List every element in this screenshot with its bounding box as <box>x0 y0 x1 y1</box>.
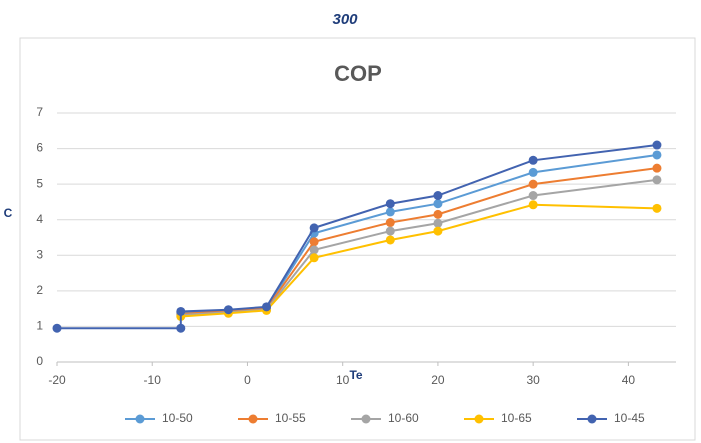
data-point <box>433 199 443 209</box>
legend-marker <box>474 414 484 424</box>
data-point <box>528 155 538 165</box>
data-point <box>385 207 395 217</box>
y-tick-label: 7 <box>36 105 43 119</box>
data-point <box>385 199 395 209</box>
data-point <box>309 253 319 263</box>
data-point <box>528 167 538 177</box>
data-point <box>433 209 443 219</box>
data-point <box>652 163 662 173</box>
series-line <box>180 178 658 317</box>
data-point <box>385 235 395 245</box>
data-point <box>528 200 538 210</box>
legend-label: 10-45 <box>614 411 645 425</box>
x-tick-label: 20 <box>431 373 445 387</box>
data-point <box>433 226 443 236</box>
data-point <box>309 237 319 247</box>
data-point <box>309 245 319 255</box>
x-tick-label: -10 <box>144 373 162 387</box>
x-axis-label: Te <box>349 368 362 382</box>
y-tick-label: 3 <box>36 247 43 261</box>
x-tick-label: 40 <box>622 373 636 387</box>
data-point <box>433 191 443 201</box>
data-point <box>52 323 62 333</box>
x-tick-label: -20 <box>48 373 66 387</box>
chart-title: COP <box>334 61 382 86</box>
data-point <box>385 218 395 228</box>
series-line <box>57 144 658 330</box>
data-point <box>528 191 538 201</box>
data-point <box>652 203 662 213</box>
data-point <box>528 179 538 189</box>
legend-label: 10-50 <box>162 411 193 425</box>
series-line <box>180 203 657 318</box>
y-tick-label: 6 <box>36 141 43 155</box>
data-point <box>262 302 272 312</box>
y-tick-label: 1 <box>36 319 43 333</box>
legend-label: 10-55 <box>275 411 306 425</box>
data-point <box>223 305 233 315</box>
data-point <box>652 140 662 150</box>
legend-label: 10-65 <box>501 411 532 425</box>
data-point <box>385 226 395 236</box>
chart-supertitle: 300 <box>332 11 358 28</box>
data-point <box>176 323 186 333</box>
y-tick-label: 2 <box>36 283 43 297</box>
x-tick-label: 0 <box>244 373 251 387</box>
legend-marker <box>135 414 145 424</box>
y-tick-label: 4 <box>36 212 43 226</box>
data-point <box>309 223 319 233</box>
legend-marker <box>587 414 597 424</box>
data-point <box>176 306 186 316</box>
legend-label: 10-60 <box>388 411 419 425</box>
legend-marker <box>248 414 258 424</box>
data-point <box>652 150 662 160</box>
x-tick-label: 30 <box>526 373 540 387</box>
legend-marker <box>361 414 371 424</box>
y-tick-label: 5 <box>36 176 43 190</box>
data-point <box>652 175 662 185</box>
x-tick-label: 10 <box>336 373 350 387</box>
y-axis-label: C <box>4 206 13 220</box>
series-line <box>180 167 658 315</box>
y-tick-label: 0 <box>36 354 43 368</box>
data-point <box>433 218 443 228</box>
